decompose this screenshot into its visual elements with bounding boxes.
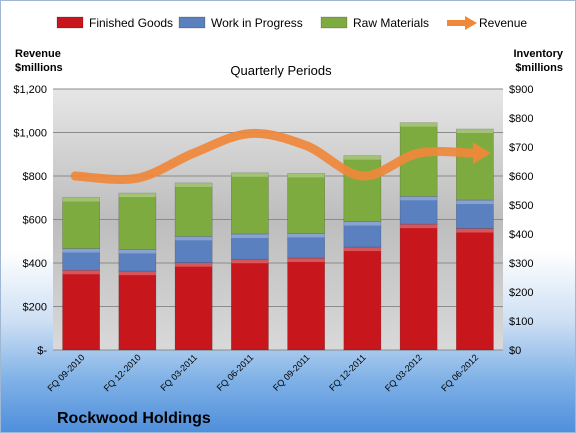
bar-finished-goods	[287, 257, 325, 351]
right-tick-label: $200	[509, 287, 533, 299]
bar-highlight	[62, 197, 100, 202]
company-name: Rockwood Holdings	[57, 410, 211, 427]
left-tick-label: $400	[23, 258, 47, 270]
right-axis-title-line1: Inventory	[513, 48, 563, 60]
bar-highlight	[175, 236, 213, 241]
bar-highlight	[231, 172, 269, 177]
bar-highlight	[456, 129, 494, 134]
bar-finished-goods	[62, 269, 100, 351]
legend: Finished Goods Work in Progress Raw Materi…	[56, 16, 527, 30]
left-tick-label: $800	[23, 171, 47, 183]
revenue-arrowhead	[472, 142, 491, 165]
bar-work-in-progress	[287, 233, 325, 259]
bar-highlight	[287, 233, 325, 238]
category-label: FQ 09-2010	[46, 352, 87, 393]
legend-label: Raw Materials	[353, 16, 429, 30]
bar-finished-goods	[174, 262, 213, 351]
legend-swatch	[56, 16, 84, 29]
bar-work-in-progress	[399, 196, 438, 225]
legend-label: Revenue	[479, 16, 527, 30]
bar-finished-goods	[231, 258, 269, 351]
bar-highlight	[343, 247, 381, 252]
right-tick-label: $100	[509, 316, 533, 328]
right-axis-title-line2: $millions	[515, 62, 563, 74]
left-axis-ticks: $- $200 $400 $600 $800 $1,000 $1,200	[13, 84, 47, 357]
legend-swatch	[320, 16, 348, 29]
bar-work-in-progress	[174, 236, 213, 264]
bar-highlight	[175, 182, 213, 187]
bar-highlight	[62, 248, 100, 253]
category-label: FQ 03-2011	[158, 352, 199, 393]
bar-raw-materials	[287, 173, 325, 234]
bar-raw-materials	[456, 128, 494, 201]
bar-highlight	[62, 270, 100, 275]
right-tick-label: $900	[509, 84, 533, 96]
bar-work-in-progress	[343, 221, 382, 248]
bars-group	[62, 122, 494, 351]
bar-highlight	[175, 262, 213, 267]
bar-raw-materials	[174, 182, 213, 237]
bar-highlight	[287, 173, 325, 178]
revenue-line-group	[70, 128, 491, 184]
revenue-line	[70, 128, 480, 184]
bar-highlight	[118, 193, 156, 198]
category-label: FQ 12-2010	[102, 352, 143, 393]
left-axis-title-line2: $millions	[15, 62, 63, 74]
right-tick-label: $500	[509, 200, 533, 212]
bar-raw-materials	[118, 192, 157, 250]
bar-finished-goods	[456, 228, 494, 351]
chart-title: Quarterly Periods	[230, 63, 332, 78]
bar-highlight	[343, 155, 381, 160]
legend-label: Finished Goods	[89, 16, 173, 30]
bar-highlight	[400, 196, 438, 201]
category-label: FQ 03-2012	[383, 352, 424, 393]
bar-highlight	[118, 249, 156, 254]
right-axis-ticks: $0 $100 $200 $300 $400 $500 $600 $700 $800 $900	[509, 84, 533, 357]
bar-work-in-progress	[231, 233, 269, 260]
bar-highlight	[456, 228, 494, 233]
legend-swatch	[178, 16, 206, 29]
left-tick-label: $1,000	[13, 128, 47, 140]
right-tick-label: $700	[509, 142, 533, 154]
left-tick-label: $-	[37, 345, 47, 357]
bar-highlight	[400, 122, 438, 127]
left-axis-title-line1: Revenue	[15, 48, 61, 60]
right-tick-label: $0	[509, 345, 521, 357]
legend-arrow	[465, 16, 477, 30]
bar-highlight	[287, 258, 325, 263]
bar-finished-goods	[118, 270, 157, 351]
left-tick-label: $1,200	[13, 84, 47, 96]
bar-raw-materials	[231, 172, 269, 235]
bar-highlight	[400, 224, 438, 229]
category-label: FQ 12-2011	[327, 352, 368, 393]
bar-finished-goods	[343, 246, 382, 351]
legend-label: Work in Progress	[211, 16, 303, 30]
bar-raw-materials	[343, 155, 382, 222]
category-labels: FQ 09-2010 FQ 12-2010 FQ 03-2011 FQ 06-2011…	[46, 352, 481, 393]
right-tick-label: $600	[509, 171, 533, 183]
left-tick-label: $600	[23, 215, 47, 227]
right-tick-label: $400	[509, 229, 533, 241]
bar-raw-materials	[62, 197, 100, 249]
category-label: FQ 09-2011	[271, 352, 312, 393]
bar-finished-goods	[399, 223, 438, 351]
bar-work-in-progress	[456, 199, 494, 229]
right-tick-label: $800	[509, 113, 533, 125]
category-label: FQ 06-2012	[439, 352, 480, 393]
bar-highlight	[343, 221, 381, 226]
bar-highlight	[231, 259, 269, 264]
bar-highlight	[231, 234, 269, 238]
right-tick-label: $300	[509, 258, 533, 270]
bar-highlight	[118, 271, 156, 276]
left-tick-label: $200	[23, 302, 47, 314]
bar-highlight	[456, 200, 494, 205]
category-label: FQ 06-2011	[215, 352, 256, 393]
